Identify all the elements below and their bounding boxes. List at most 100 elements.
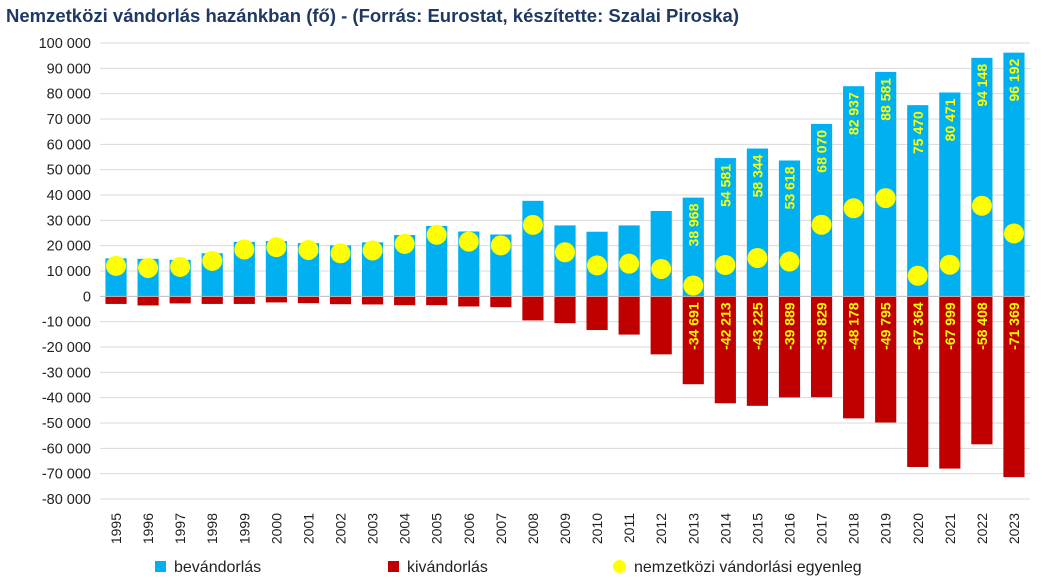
bar-immigration xyxy=(810,123,833,297)
data-label-emigration: -49 795 xyxy=(878,302,894,350)
point-balance xyxy=(458,231,479,252)
point-balance xyxy=(971,195,992,216)
bar-emigration xyxy=(490,296,512,308)
y-tick-label: 50 000 xyxy=(47,163,91,179)
data-label-emigration: -43 225 xyxy=(749,302,765,350)
x-tick-label: 2008 xyxy=(525,513,541,544)
bar-immigration xyxy=(682,197,704,297)
x-axis-ticks: 1995 1996 1997 1998 1999 2000 2001 2002 2003 2004… xyxy=(108,513,1022,544)
y-tick-label: 80 000 xyxy=(47,87,91,103)
x-tick-label: 1997 xyxy=(172,513,188,544)
data-label-emigration: -67 999 xyxy=(942,302,958,350)
x-tick-label: 2000 xyxy=(268,513,284,544)
y-tick-label: -10 000 xyxy=(42,315,91,331)
data-label-immigration: 58 344 xyxy=(749,154,765,197)
point-balance xyxy=(138,257,159,278)
x-tick-label: 2006 xyxy=(461,513,477,544)
bar-emigration xyxy=(458,296,480,307)
point-balance xyxy=(426,224,447,245)
bar-emigration xyxy=(778,296,801,398)
data-label-immigration: 75 470 xyxy=(910,111,926,154)
x-tick-label: 1996 xyxy=(140,513,156,544)
x-tick-label: 2021 xyxy=(942,513,958,544)
x-tick-label: 2014 xyxy=(717,513,733,544)
point-balance xyxy=(490,235,511,256)
bar-emigration xyxy=(714,296,736,404)
x-tick-label: 2023 xyxy=(1006,513,1022,544)
y-tick-label: -60 000 xyxy=(42,441,91,457)
data-label-immigration: 88 581 xyxy=(878,78,894,121)
bar-emigration xyxy=(682,296,704,385)
data-label-emigration: -58 408 xyxy=(974,302,990,350)
x-tick-label: 1999 xyxy=(236,513,252,544)
y-tick-label: 20 000 xyxy=(47,239,91,255)
bar-emigration xyxy=(169,296,191,304)
point-balance xyxy=(298,239,319,260)
bar-emigration xyxy=(939,296,961,469)
point-balance xyxy=(330,243,351,264)
y-tick-label: -70 000 xyxy=(42,467,91,483)
point-balance xyxy=(747,248,768,269)
data-label-emigration: -71 369 xyxy=(1006,302,1022,350)
x-tick-label: 2017 xyxy=(814,513,830,544)
x-tick-label: 2016 xyxy=(781,513,797,544)
bar-emigration xyxy=(426,296,448,306)
x-tick-label: 2007 xyxy=(493,513,509,544)
point-balance xyxy=(522,214,543,235)
legend-item-immigration: bevándorlás xyxy=(155,559,261,577)
x-tick-label: 2001 xyxy=(300,513,316,544)
data-labels: 38 968 -34 691 54 581 -42 213 58 344 -43 225 5… xyxy=(685,58,1022,349)
data-label-immigration: 68 070 xyxy=(814,130,830,173)
bar-emigration xyxy=(1003,296,1025,478)
bar-immigration xyxy=(875,71,897,297)
bar-emigration xyxy=(137,296,159,306)
point-balance xyxy=(394,233,415,254)
point-balance xyxy=(779,251,800,272)
legend-item-balance: nemzetközi vándorlási egyenleg xyxy=(613,559,862,577)
y-tick-label: -80 000 xyxy=(42,492,91,508)
bar-emigration xyxy=(329,296,352,305)
x-tick-label: 1998 xyxy=(204,513,220,544)
bar-immigration xyxy=(971,57,993,297)
y-tick-label: 40 000 xyxy=(47,188,91,204)
bar-emigration xyxy=(297,296,320,304)
bar-emigration xyxy=(907,296,929,467)
bar-emigration xyxy=(971,296,993,445)
x-tick-label: 2011 xyxy=(621,513,637,543)
bar-emigration xyxy=(586,296,608,331)
point-balance xyxy=(234,239,255,260)
chart-title: Nemzetközi vándorlás hazánkban (fő) - (F… xyxy=(6,5,739,26)
y-tick-label: 100 000 xyxy=(39,36,91,52)
y-tick-label: 60 000 xyxy=(47,137,91,153)
bar-emigration xyxy=(265,296,287,303)
x-tick-label: 2009 xyxy=(557,513,573,544)
bar-emigration xyxy=(875,296,897,423)
x-tick-label: 2019 xyxy=(878,513,894,544)
x-tick-label: 2002 xyxy=(333,513,349,544)
point-balance xyxy=(875,188,896,209)
data-label-immigration: 80 471 xyxy=(942,98,958,141)
bar-immigration xyxy=(426,225,448,297)
bar-emigration xyxy=(650,296,672,355)
point-balance xyxy=(651,258,672,279)
legend-swatch-immigration xyxy=(155,561,166,572)
point-balance xyxy=(170,256,191,277)
x-tick-label: 2022 xyxy=(974,513,990,544)
bar-emigration xyxy=(394,296,416,306)
point-balance xyxy=(106,255,127,276)
point-balance xyxy=(907,265,928,286)
data-label-emigration: -34 691 xyxy=(685,302,701,350)
y-tick-label: 90 000 xyxy=(47,61,91,77)
bar-emigration xyxy=(522,296,544,321)
y-tick-label: 10 000 xyxy=(47,264,91,280)
legend-label-balance: nemzetközi vándorlási egyenleg xyxy=(634,559,862,576)
x-tick-label: 2018 xyxy=(846,513,862,544)
data-label-emigration: -39 829 xyxy=(814,302,830,350)
point-balance xyxy=(715,255,736,276)
x-tick-label: 2020 xyxy=(910,513,926,544)
x-tick-label: 2015 xyxy=(749,513,765,544)
point-balance xyxy=(683,275,704,296)
y-tick-label: -30 000 xyxy=(42,365,91,381)
data-label-emigration: -67 364 xyxy=(910,302,926,350)
